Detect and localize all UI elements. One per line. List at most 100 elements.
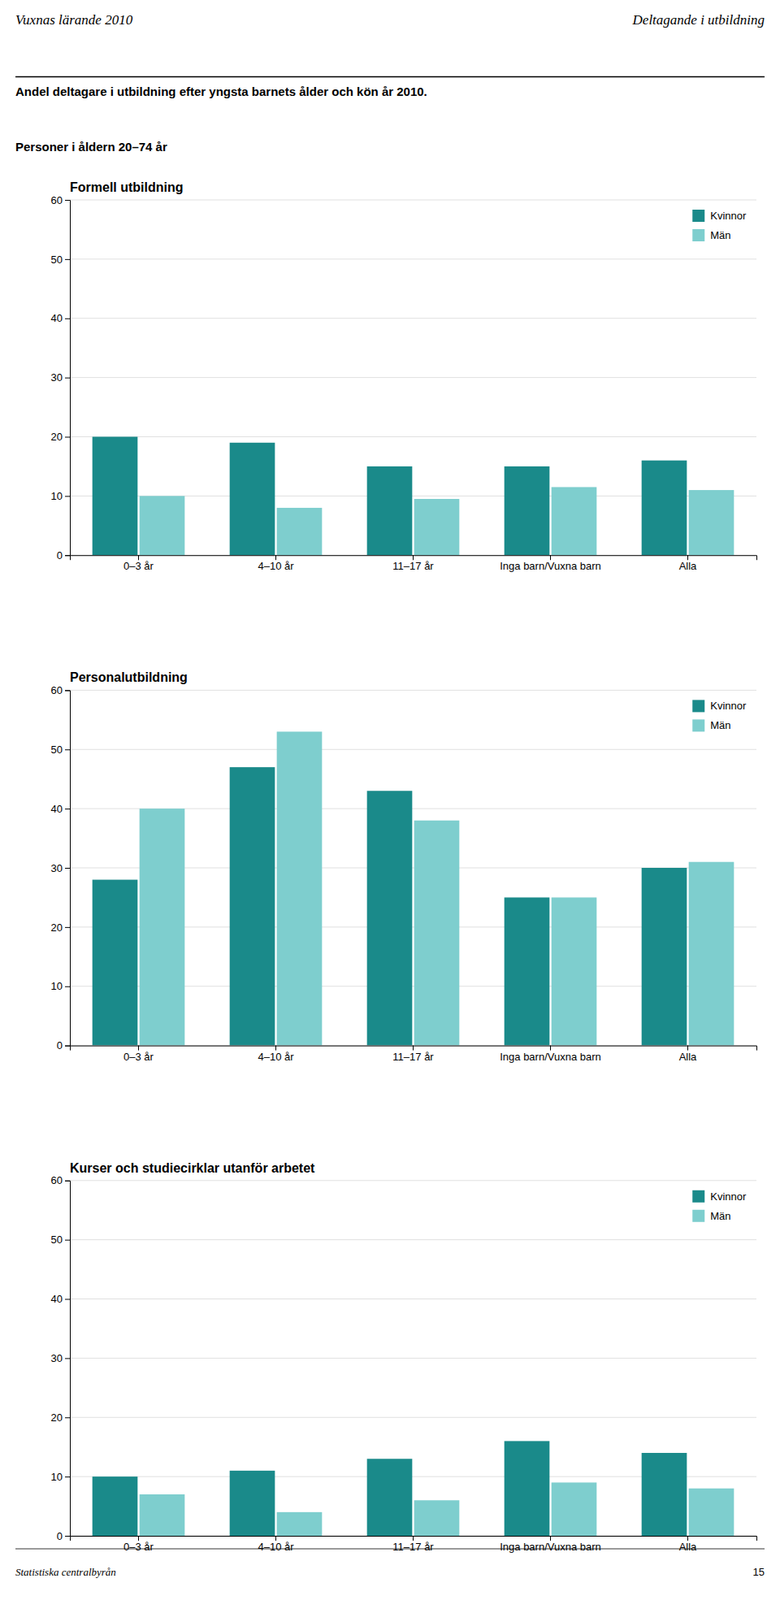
bar — [504, 1440, 551, 1536]
x-tick: 4–10 år — [257, 1535, 295, 1553]
x-tick-label: 11–17 år — [392, 559, 434, 572]
footer-left: Statistiska centralbyrån — [15, 1565, 117, 1578]
x-tick-mark — [275, 1045, 277, 1051]
subtitle: Personer i åldern 20–74 år — [15, 139, 168, 154]
x-tick: Inga barn/Vuxna barn — [499, 554, 602, 572]
y-tick: 0 — [56, 1529, 70, 1543]
bar — [414, 820, 460, 1046]
bars — [92, 1440, 735, 1536]
x-tick-label: 4–10 år — [257, 559, 295, 572]
y-tick-mark — [65, 1180, 70, 1182]
y-tick-label: 40 — [51, 1292, 63, 1305]
grid-line — [69, 436, 757, 438]
x-tick: 4–10 år — [257, 554, 295, 572]
bar — [229, 1470, 276, 1536]
y-tick-mark — [65, 1299, 70, 1300]
bar — [641, 460, 688, 556]
x-tick: Alla — [679, 554, 698, 572]
grid — [69, 199, 757, 555]
y-tick: 50 — [51, 1233, 70, 1246]
y-tick-label: 0 — [56, 1529, 63, 1543]
x-axis-line — [70, 1045, 758, 1051]
y-tick: 30 — [51, 862, 70, 875]
x-tick: 11–17 år — [392, 1045, 434, 1063]
bar — [689, 862, 735, 1046]
legend-label: Kvinnor — [710, 209, 747, 222]
x-tick-mark — [275, 554, 277, 560]
x-tick-mark — [275, 1535, 277, 1541]
x-tick-label: 11–17 år — [392, 1540, 434, 1553]
y-tick: 0 — [56, 1039, 70, 1052]
y-tick: 50 — [51, 253, 70, 266]
legend-label: Kvinnor — [710, 699, 747, 712]
bar — [277, 507, 323, 555]
y-tick: 60 — [51, 684, 70, 697]
y-tick-label: 60 — [51, 684, 63, 697]
bar-series — [139, 486, 735, 555]
y-tick: 60 — [51, 1174, 70, 1187]
bar — [504, 466, 551, 555]
y-tick: 10 — [51, 489, 70, 503]
legend: KvinnorMän — [692, 1190, 747, 1222]
y-tick-label: 40 — [51, 802, 63, 815]
footer-rule — [15, 1548, 765, 1550]
y-tick-mark — [65, 1535, 70, 1537]
x-tick-label: Alla — [679, 1050, 698, 1063]
y-tick-label: 10 — [51, 1470, 63, 1483]
bar — [551, 486, 598, 555]
legend: KvinnorMän — [692, 699, 747, 732]
x-axis-line — [70, 555, 758, 561]
y-tick: 20 — [51, 1411, 70, 1424]
legend-label: Kvinnor — [710, 1190, 747, 1203]
y-tick-mark — [65, 259, 70, 260]
x-tick-mark — [138, 1535, 139, 1541]
bar — [367, 1458, 413, 1536]
x-tick: Inga barn/Vuxna barn — [499, 1535, 602, 1553]
legend-item: Kvinnor — [692, 1190, 747, 1203]
x-tick-label: Alla — [679, 1540, 698, 1553]
y-axis-line — [65, 200, 71, 556]
x-tick-label: 11–17 år — [392, 1050, 434, 1063]
bar — [229, 442, 276, 555]
x-tick-label: 4–10 år — [257, 1050, 295, 1063]
y-tick: 0 — [56, 549, 70, 562]
bar — [92, 436, 139, 555]
bar — [689, 1488, 735, 1536]
grid-line — [69, 1298, 757, 1300]
x-tick-mark — [550, 554, 551, 560]
bar — [551, 897, 598, 1045]
y-tick-label: 60 — [51, 194, 63, 207]
bar — [277, 731, 323, 1045]
header-right: Deltagande i utbildning — [632, 12, 765, 28]
bars — [92, 436, 735, 555]
y-tick: 10 — [51, 979, 70, 993]
y-tick-mark — [65, 1045, 70, 1047]
legend-swatch — [692, 229, 705, 242]
y-tick: 10 — [51, 1470, 70, 1483]
y-axis-line — [65, 690, 71, 1046]
x-tick-label: Inga barn/Vuxna barn — [499, 1540, 602, 1553]
y-tick-mark — [65, 199, 70, 201]
chart: 0–3 år4–10 år11–17 årInga barn/Vuxna bar… — [51, 1161, 758, 1553]
x-tick-label: 0–3 år — [123, 559, 155, 572]
x-tick: 11–17 år — [392, 1535, 434, 1553]
grid-line — [69, 317, 757, 319]
x-tick-mark — [550, 1045, 551, 1051]
y-tick-label: 20 — [51, 430, 63, 443]
y-tick-label: 60 — [51, 1174, 63, 1187]
y-tick-mark — [65, 927, 70, 928]
y-tick: 20 — [51, 430, 70, 443]
grid-line — [69, 258, 757, 260]
y-tick-label: 40 — [51, 312, 63, 325]
y-axis: 0102030405060 — [51, 684, 71, 1052]
bar-series — [92, 436, 688, 555]
y-tick-mark — [65, 554, 70, 556]
page: Vuxnas lärande 2010Deltagande i utbildni… — [0, 0, 780, 1600]
y-tick-label: 0 — [56, 1039, 63, 1052]
y-tick: 60 — [51, 194, 70, 207]
x-tick-mark — [412, 1535, 414, 1541]
bar-series — [139, 731, 735, 1045]
bar-series — [92, 767, 688, 1045]
bar — [277, 1512, 323, 1536]
legend-swatch — [692, 699, 705, 712]
